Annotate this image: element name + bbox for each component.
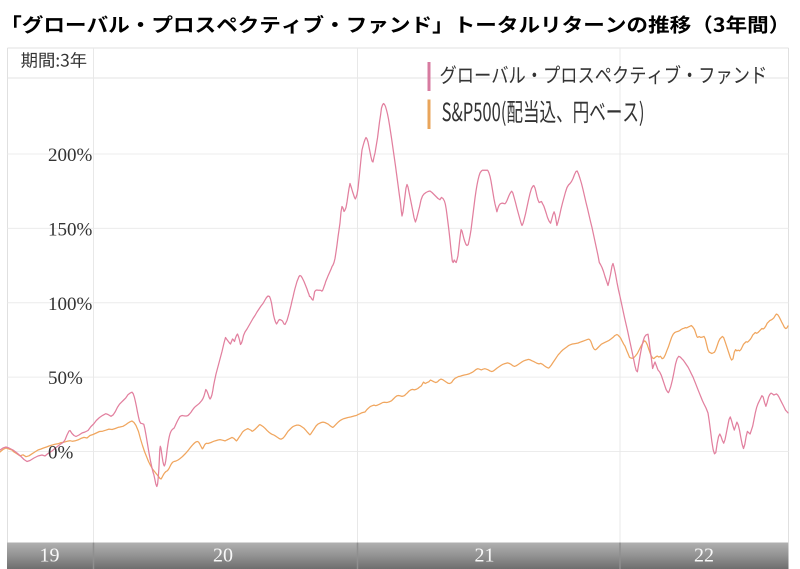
- svg-text:150%: 150%: [48, 219, 93, 240]
- svg-text:50%: 50%: [48, 368, 83, 389]
- svg-text:19: 19: [40, 545, 60, 567]
- svg-text:21: 21: [475, 545, 495, 567]
- svg-text:22: 22: [694, 545, 714, 567]
- svg-text:0%: 0%: [48, 443, 74, 464]
- svg-text:100%: 100%: [48, 294, 93, 315]
- svg-text:20: 20: [213, 545, 233, 567]
- svg-text:200%: 200%: [48, 145, 93, 166]
